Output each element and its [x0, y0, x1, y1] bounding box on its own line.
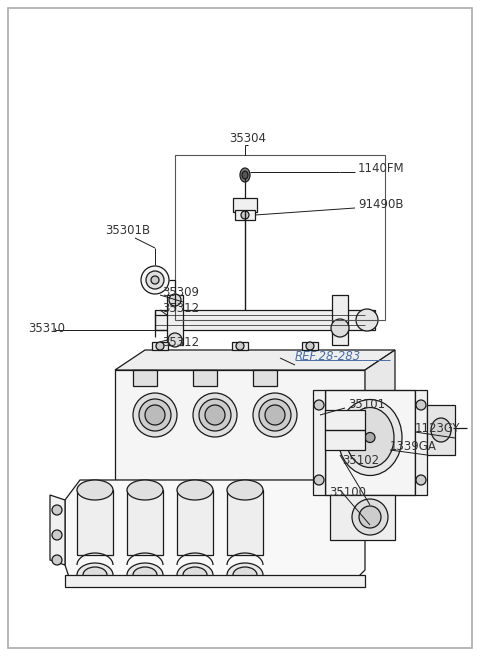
Ellipse shape — [127, 563, 163, 587]
Bar — [325, 390, 415, 495]
Ellipse shape — [365, 432, 375, 443]
Ellipse shape — [52, 505, 62, 515]
Ellipse shape — [356, 309, 378, 331]
Ellipse shape — [77, 563, 113, 587]
Text: 35101: 35101 — [348, 398, 385, 411]
Ellipse shape — [156, 342, 164, 350]
Ellipse shape — [331, 319, 349, 337]
Ellipse shape — [77, 480, 113, 500]
Ellipse shape — [52, 530, 62, 540]
Ellipse shape — [205, 405, 225, 425]
Text: 1123GY: 1123GY — [415, 422, 460, 434]
Ellipse shape — [139, 399, 171, 431]
Text: 35312: 35312 — [162, 302, 199, 314]
Bar — [133, 370, 157, 386]
Ellipse shape — [352, 499, 388, 535]
Text: 35301B: 35301B — [105, 224, 150, 237]
Text: 35310: 35310 — [28, 321, 65, 335]
Ellipse shape — [127, 480, 163, 500]
Ellipse shape — [177, 480, 213, 500]
Ellipse shape — [145, 405, 165, 425]
Ellipse shape — [133, 393, 177, 437]
Ellipse shape — [338, 400, 402, 476]
Bar — [427, 405, 455, 455]
Bar — [175, 155, 385, 320]
Bar — [77, 490, 113, 555]
Ellipse shape — [314, 475, 324, 485]
Polygon shape — [115, 370, 365, 480]
Bar — [313, 390, 325, 495]
Ellipse shape — [177, 563, 213, 587]
Text: 35304: 35304 — [229, 131, 266, 144]
Ellipse shape — [236, 342, 244, 350]
Text: 35102: 35102 — [342, 453, 379, 466]
Ellipse shape — [259, 399, 291, 431]
Bar — [152, 342, 168, 350]
Ellipse shape — [146, 271, 164, 289]
Ellipse shape — [151, 276, 159, 284]
Ellipse shape — [193, 393, 237, 437]
Ellipse shape — [169, 294, 181, 306]
Text: 35100: 35100 — [329, 485, 367, 499]
Bar — [415, 390, 427, 495]
Polygon shape — [50, 495, 65, 565]
Text: 1339GA: 1339GA — [390, 440, 437, 453]
Ellipse shape — [199, 399, 231, 431]
Text: 91490B: 91490B — [358, 199, 404, 211]
Ellipse shape — [416, 475, 426, 485]
Bar — [332, 295, 348, 345]
Ellipse shape — [306, 342, 314, 350]
Bar — [227, 490, 263, 555]
Ellipse shape — [253, 393, 297, 437]
Bar — [330, 495, 395, 540]
Ellipse shape — [359, 506, 381, 528]
Text: 35312: 35312 — [162, 337, 199, 350]
Ellipse shape — [265, 405, 285, 425]
Polygon shape — [65, 480, 365, 580]
Bar — [232, 342, 248, 350]
Ellipse shape — [314, 400, 324, 410]
Text: 1140FM: 1140FM — [358, 161, 405, 174]
Text: REF.28-283: REF.28-283 — [295, 350, 361, 363]
Ellipse shape — [242, 171, 248, 179]
Ellipse shape — [183, 567, 207, 583]
Polygon shape — [365, 350, 395, 480]
Ellipse shape — [168, 333, 182, 347]
Ellipse shape — [431, 418, 451, 442]
Bar — [65, 575, 365, 587]
Ellipse shape — [83, 567, 107, 583]
Ellipse shape — [141, 266, 169, 294]
Bar — [193, 370, 217, 386]
Ellipse shape — [241, 211, 249, 219]
Bar — [233, 198, 257, 212]
Ellipse shape — [240, 168, 250, 182]
Bar — [235, 210, 255, 220]
Bar — [127, 490, 163, 555]
Ellipse shape — [133, 567, 157, 583]
Polygon shape — [115, 350, 395, 370]
Ellipse shape — [233, 567, 257, 583]
Text: 35309: 35309 — [162, 285, 199, 298]
Ellipse shape — [52, 555, 62, 565]
Bar — [325, 410, 365, 450]
Bar — [155, 310, 375, 330]
Bar — [167, 295, 183, 345]
Bar — [253, 370, 277, 386]
Ellipse shape — [227, 563, 263, 587]
Bar — [302, 342, 318, 350]
Ellipse shape — [346, 407, 394, 468]
Bar — [177, 490, 213, 555]
Ellipse shape — [416, 400, 426, 410]
Ellipse shape — [227, 480, 263, 500]
